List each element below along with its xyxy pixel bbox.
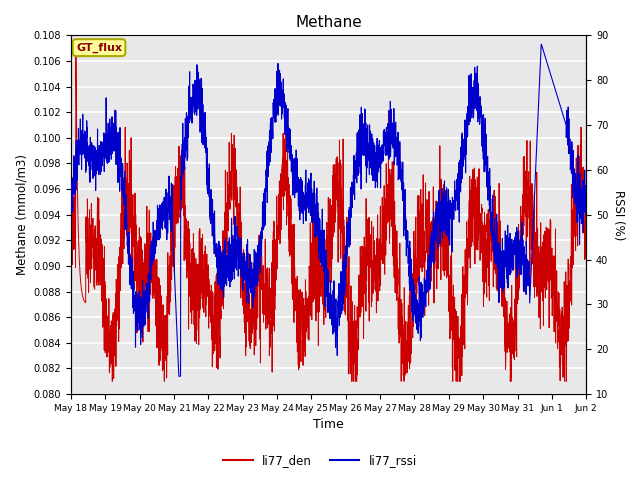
Text: GT_flux: GT_flux	[76, 43, 122, 53]
Y-axis label: RSSI (%): RSSI (%)	[612, 190, 625, 240]
Title: Methane: Methane	[295, 15, 362, 30]
Legend: li77_den, li77_rssi: li77_den, li77_rssi	[218, 449, 422, 472]
X-axis label: Time: Time	[313, 419, 344, 432]
Y-axis label: Methane (mmol/m3): Methane (mmol/m3)	[15, 154, 28, 275]
